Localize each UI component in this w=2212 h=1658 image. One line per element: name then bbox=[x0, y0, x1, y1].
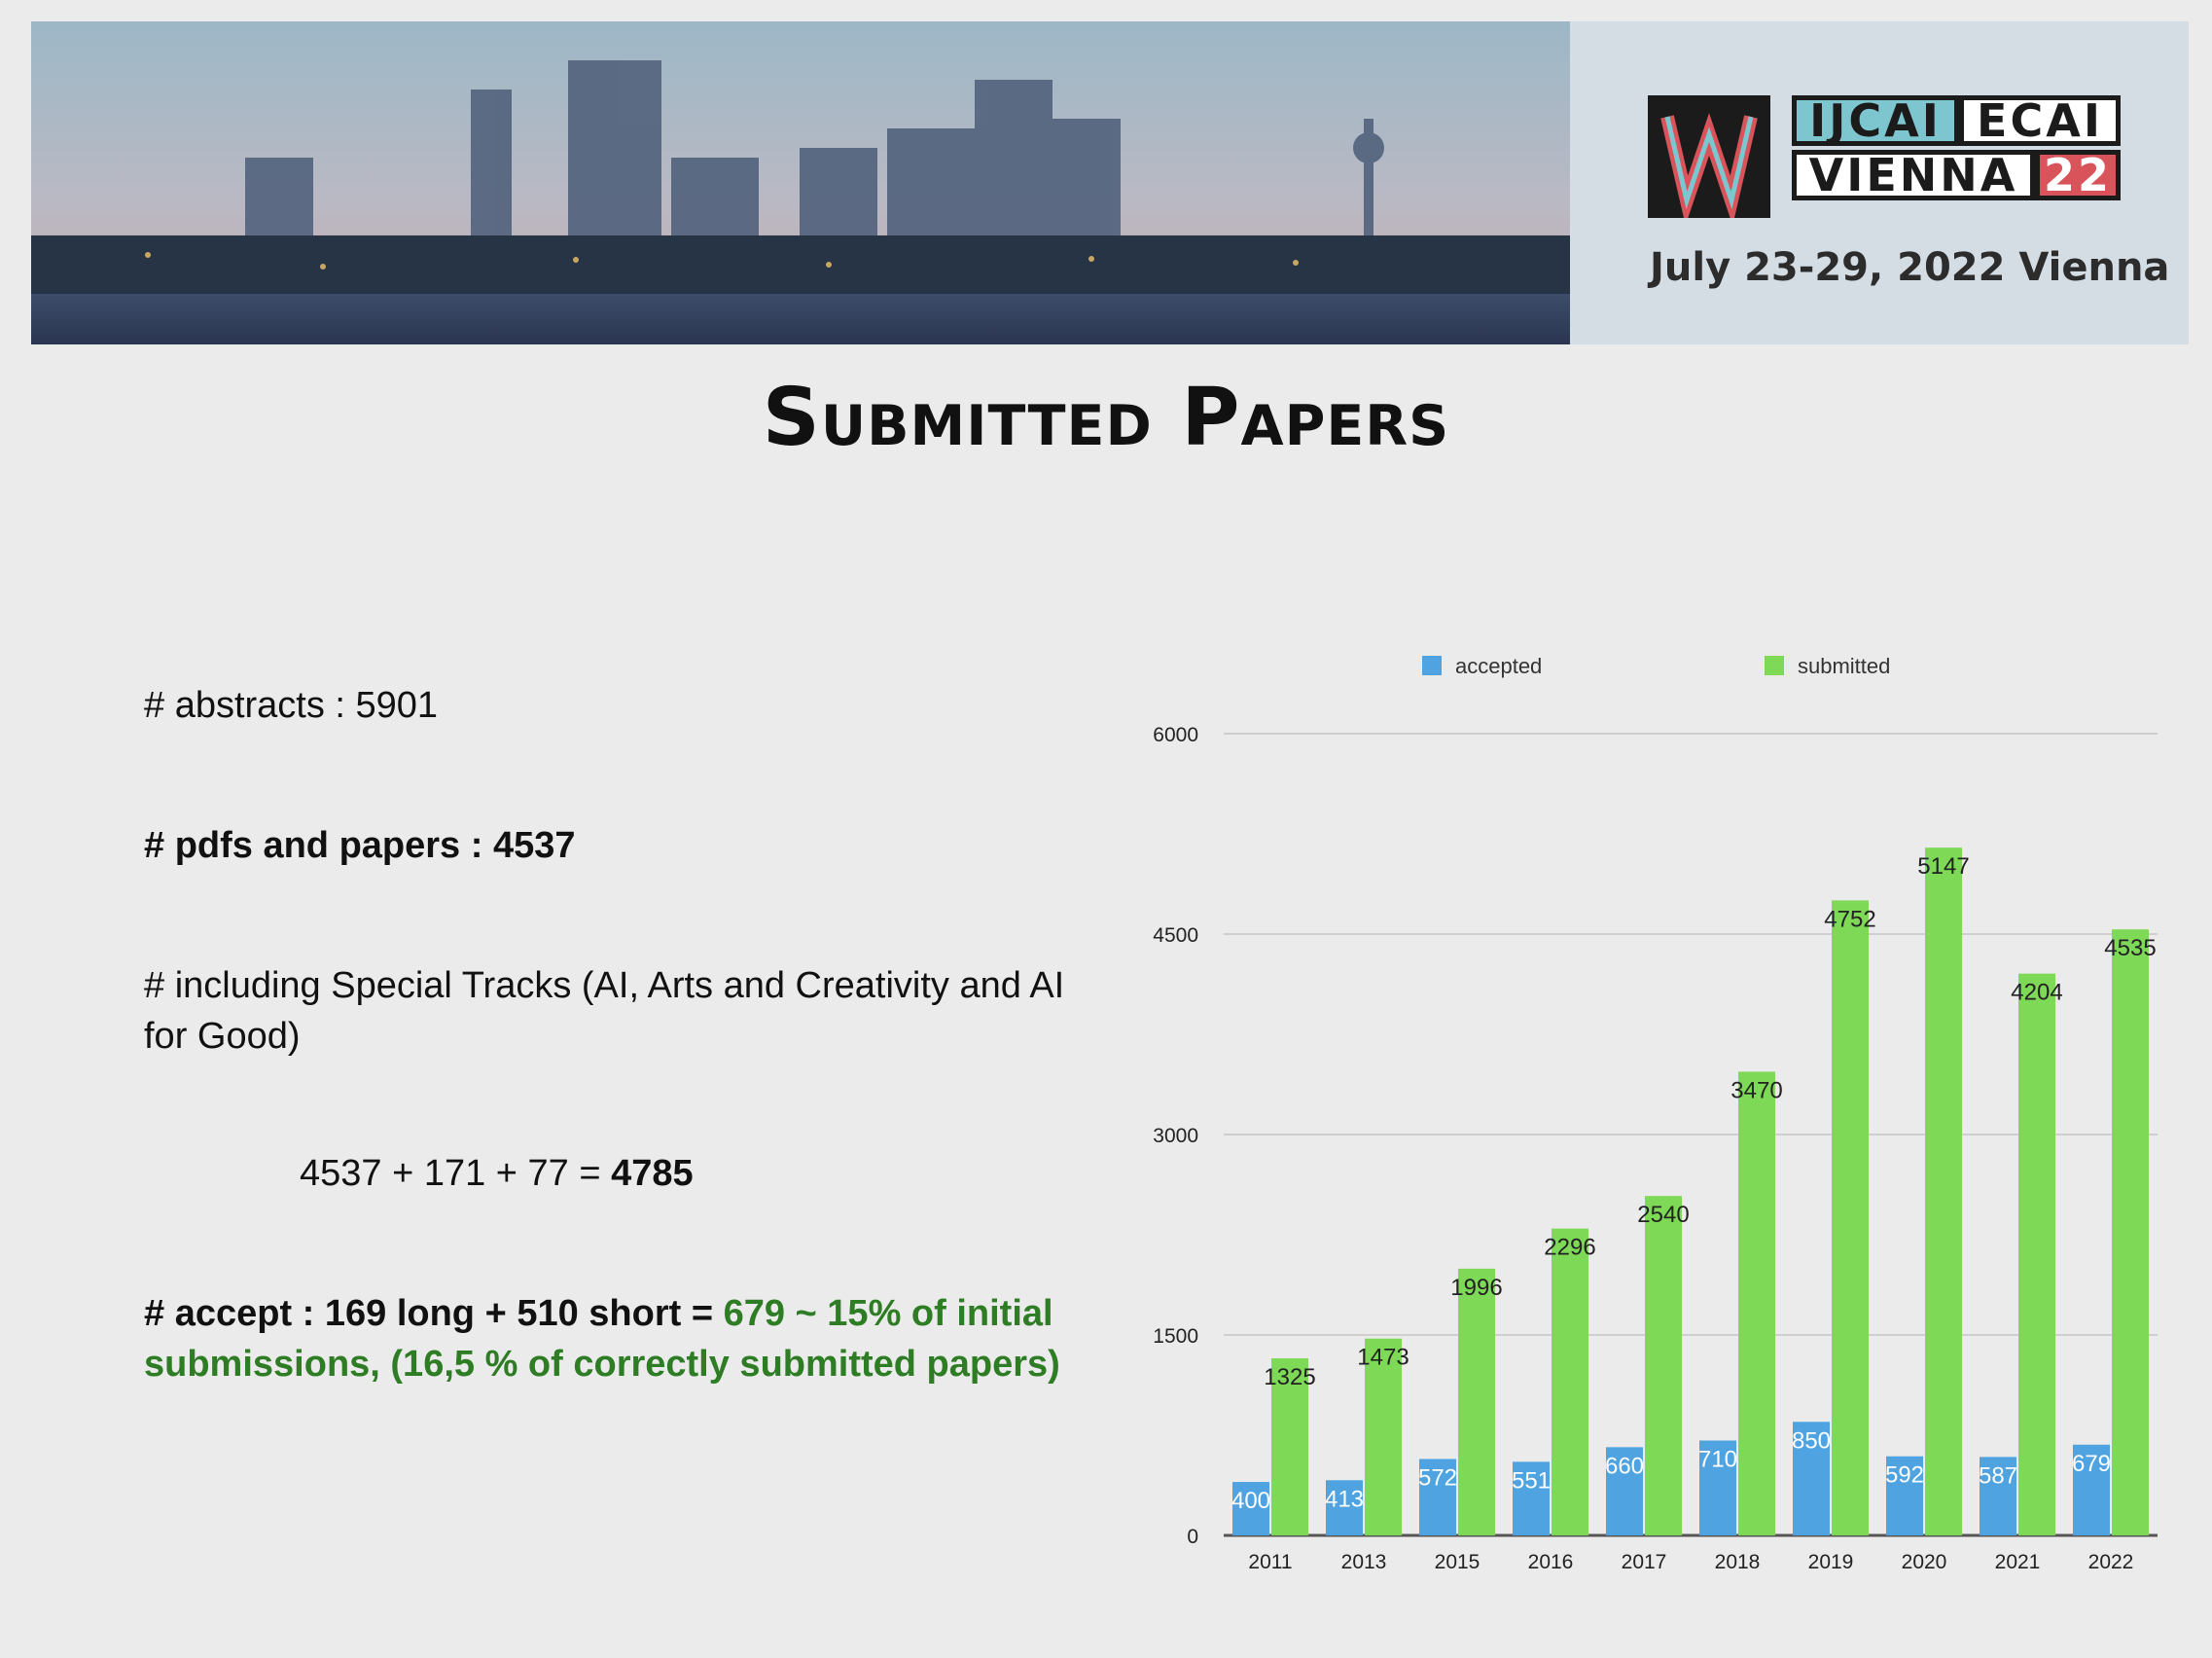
data-label-accepted: 587 bbox=[1979, 1462, 2017, 1489]
bar-submitted bbox=[1832, 900, 1869, 1535]
conference-logo-panel: IJCAI ECAI VIENNA 22 July 23-29, 2022 Vi… bbox=[1570, 21, 2189, 344]
data-label-submitted: 2296 bbox=[1544, 1235, 1595, 1261]
x-tick-label: 2017 bbox=[1622, 1551, 1667, 1573]
data-label-submitted: 5147 bbox=[1917, 853, 1969, 880]
bar-submitted bbox=[1645, 1196, 1682, 1535]
banner-skyline-image bbox=[31, 21, 1570, 344]
stat-sum-prefix: 4537 + 171 + 77 = bbox=[300, 1153, 612, 1194]
logo-ecai-text: ECAI bbox=[1959, 95, 2121, 146]
bar-submitted bbox=[2018, 973, 2055, 1535]
stat-accept-highlight: 679 ~ 15% of initial submissions, (16,5 … bbox=[144, 1293, 1060, 1385]
y-tick-label: 0 bbox=[1187, 1526, 1198, 1548]
data-label-accepted: 679 bbox=[2072, 1451, 2111, 1477]
data-label-accepted: 551 bbox=[1512, 1467, 1551, 1494]
bar-accepted bbox=[1232, 1482, 1269, 1535]
logo-ijcai-text: IJCAI bbox=[1792, 95, 1959, 146]
page-title: Submitted Papers bbox=[762, 372, 1450, 464]
bar-accepted bbox=[2073, 1444, 2110, 1535]
data-label-accepted: 850 bbox=[1792, 1427, 1831, 1454]
data-label-accepted: 413 bbox=[1325, 1486, 1364, 1512]
data-label-submitted: 1996 bbox=[1450, 1275, 1502, 1301]
bar-accepted bbox=[1513, 1461, 1550, 1535]
stat-abstracts: # abstracts : 5901 bbox=[144, 685, 439, 726]
stat-pdfs-and-papers: # pdfs and papers : 4537 bbox=[144, 825, 576, 866]
legend-label-accepted: accepted bbox=[1455, 654, 1542, 678]
bar-submitted bbox=[1925, 847, 1962, 1535]
stat-special-tracks: # including Special Tracks (AI, Arts and… bbox=[144, 965, 1065, 1057]
legend-swatch-submitted bbox=[1765, 656, 1784, 675]
stat-accept: # accept : 169 long + 510 short = 679 ~ … bbox=[144, 1288, 1117, 1389]
logo-year-text: 22 bbox=[2035, 150, 2121, 200]
stat-accept-prefix: # accept : 169 long + 510 short = bbox=[144, 1293, 724, 1334]
bar-accepted bbox=[1886, 1456, 1923, 1535]
logo-vienna-text: VIENNA bbox=[1792, 150, 2035, 200]
legend-label-submitted: submitted bbox=[1798, 654, 1890, 678]
bar-accepted bbox=[1699, 1440, 1736, 1535]
data-label-submitted: 4535 bbox=[2104, 935, 2156, 961]
bar-submitted bbox=[1738, 1071, 1775, 1535]
bar-submitted bbox=[1271, 1358, 1308, 1535]
bar-submitted bbox=[1365, 1338, 1402, 1535]
stat-sum-total: 4785 bbox=[611, 1153, 694, 1194]
data-label-submitted: 1473 bbox=[1357, 1345, 1409, 1371]
bar-accepted bbox=[1606, 1447, 1643, 1535]
x-tick-label: 2016 bbox=[1528, 1551, 1574, 1573]
x-tick-label: 2022 bbox=[2088, 1551, 2134, 1573]
data-label-accepted: 400 bbox=[1231, 1488, 1270, 1514]
data-label-submitted: 2540 bbox=[1637, 1202, 1689, 1228]
x-tick-label: 2021 bbox=[1995, 1551, 2041, 1573]
y-tick-label: 6000 bbox=[1153, 724, 1198, 746]
bar-accepted bbox=[1326, 1480, 1363, 1535]
x-tick-label: 2019 bbox=[1808, 1551, 1854, 1573]
submissions-bar-chart: 0 1500 3000 4500 6000 accepted submitted 400 132… bbox=[1153, 654, 2158, 1573]
bar-submitted bbox=[2112, 929, 2149, 1535]
data-label-submitted: 4204 bbox=[2011, 980, 2062, 1006]
y-tick-label: 1500 bbox=[1153, 1325, 1198, 1348]
data-label-accepted: 572 bbox=[1418, 1464, 1457, 1491]
w-logo-icon bbox=[1648, 95, 1770, 226]
data-label-accepted: 710 bbox=[1698, 1446, 1737, 1472]
bar-accepted bbox=[1419, 1459, 1456, 1535]
x-tick-label: 2011 bbox=[1248, 1551, 1292, 1573]
bar-accepted bbox=[1793, 1422, 1830, 1535]
data-label-submitted: 3470 bbox=[1730, 1077, 1782, 1103]
stat-sum: 4537 + 171 + 77 = 4785 bbox=[300, 1148, 1272, 1199]
x-tick-label: 2013 bbox=[1341, 1551, 1387, 1573]
bar-accepted bbox=[1980, 1457, 2016, 1535]
y-tick-label: 3000 bbox=[1153, 1125, 1198, 1147]
data-label-submitted: 4752 bbox=[1824, 906, 1875, 932]
data-label-submitted: 1325 bbox=[1264, 1364, 1315, 1390]
bar-submitted bbox=[1552, 1228, 1588, 1535]
data-label-accepted: 660 bbox=[1605, 1453, 1644, 1479]
y-tick-label: 4500 bbox=[1153, 924, 1198, 947]
x-tick-label: 2015 bbox=[1435, 1551, 1481, 1573]
x-tick-label: 2020 bbox=[1902, 1551, 1947, 1573]
data-label-accepted: 592 bbox=[1885, 1462, 1924, 1489]
conference-date: July 23-29, 2022 Vienna bbox=[1650, 245, 2170, 290]
bar-submitted bbox=[1458, 1268, 1495, 1535]
legend-swatch-accepted bbox=[1422, 656, 1442, 675]
x-tick-label: 2018 bbox=[1715, 1551, 1761, 1573]
